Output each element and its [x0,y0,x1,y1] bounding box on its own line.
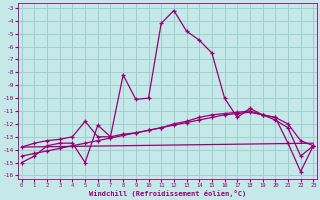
X-axis label: Windchill (Refroidissement éolien,°C): Windchill (Refroidissement éolien,°C) [89,190,246,197]
